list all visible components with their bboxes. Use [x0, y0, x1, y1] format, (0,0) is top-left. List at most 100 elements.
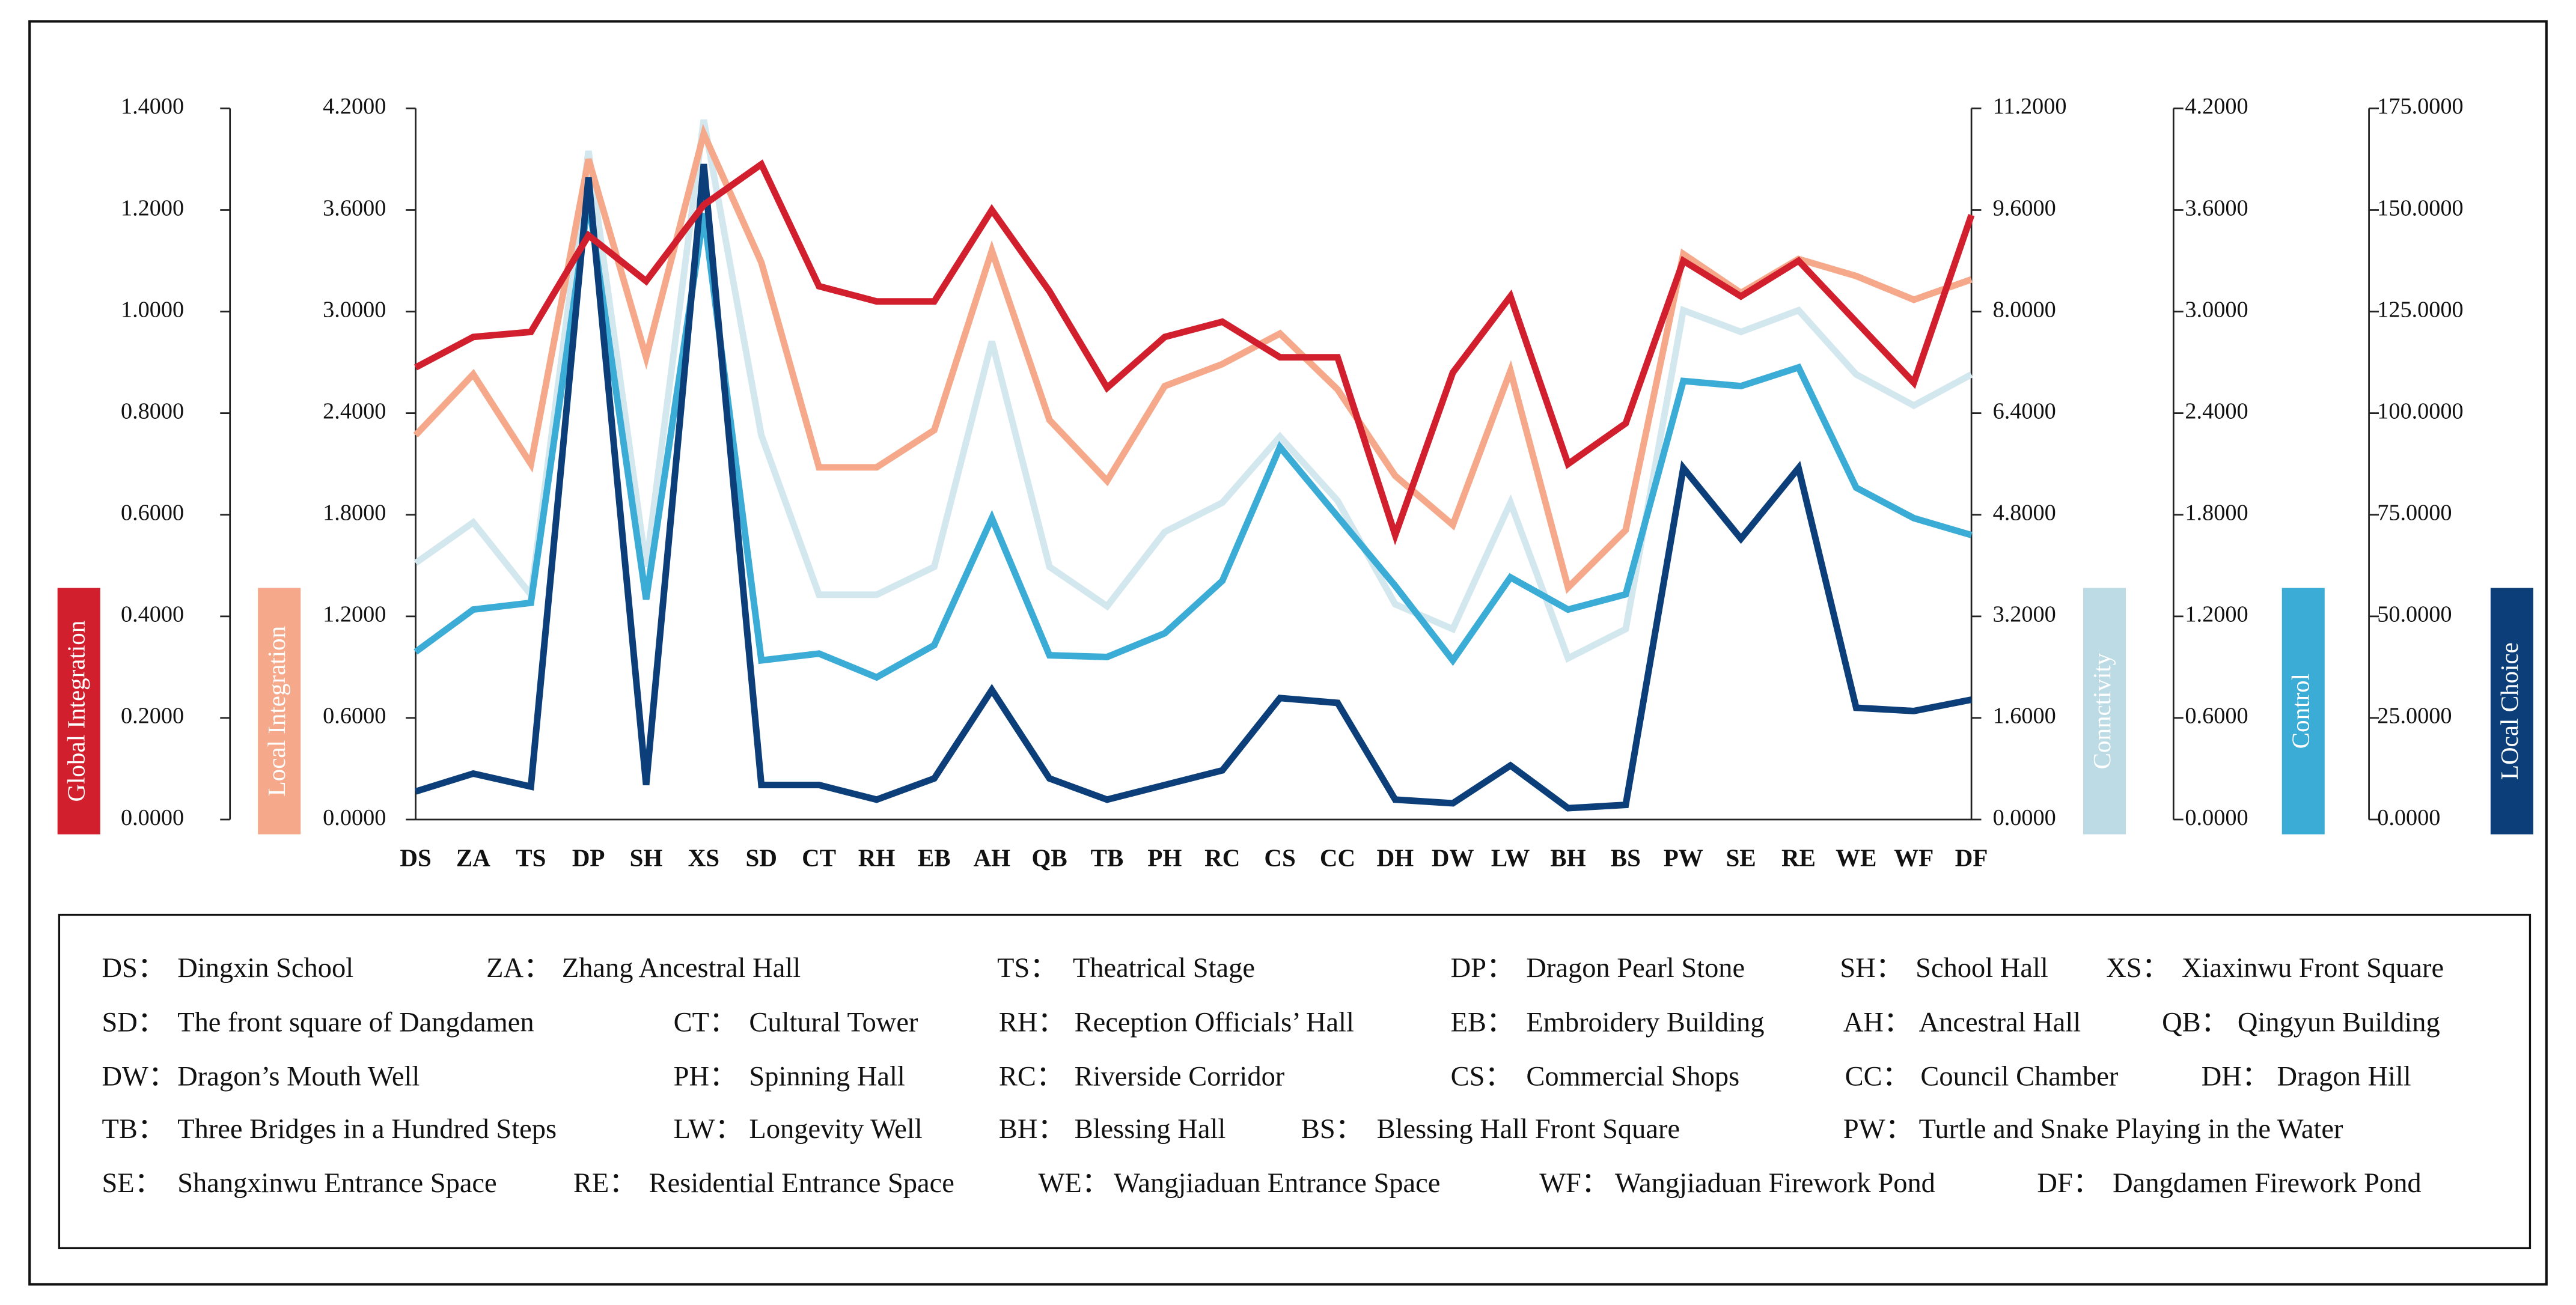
x-tick-label: RE: [1781, 844, 1816, 872]
note-text: Embroidery Building: [1526, 1007, 1764, 1038]
y-tick-label: 0.0000: [121, 805, 184, 830]
note-code: RC：: [999, 1062, 1064, 1092]
y-tick-label: 50.0000: [2377, 602, 2452, 627]
y-tick-label: 0.2000: [121, 704, 184, 729]
note-code: DW：: [102, 1062, 176, 1092]
note-text: Turtle and Snake Playing in the Water: [1919, 1114, 2343, 1145]
y-tick-label: 1.2000: [2185, 602, 2248, 627]
note-code: RE：: [573, 1168, 637, 1199]
note-text: Residential Entrance Space: [649, 1168, 954, 1199]
note-text: Dragon Hill: [2277, 1062, 2411, 1092]
y-tick-label: 6.4000: [1993, 398, 2056, 424]
note-text: Ancestral Hall: [1919, 1007, 2081, 1038]
x-tick-label: XS: [688, 844, 719, 872]
y-tick-label: 3.6000: [323, 195, 386, 221]
series-line: [414, 163, 1973, 812]
note-text: Theatrical Stage: [1073, 953, 1255, 984]
x-tick-label: BH: [1550, 844, 1586, 872]
y-tick-label: 25.0000: [2377, 704, 2452, 729]
series-line: [414, 119, 1973, 663]
y-tick-label: 0.8000: [121, 398, 184, 424]
note-code: EB：: [1451, 1007, 1515, 1038]
note-code: ZA：: [486, 953, 551, 984]
y-tick-label: 1.8000: [2185, 500, 2248, 526]
note-code: SD：: [102, 1007, 165, 1038]
note-text: Reception Officials’ Hall: [1075, 1007, 1354, 1038]
y-tick-label: 8.0000: [1993, 297, 2056, 322]
note-text: The front square of Dangdamen: [177, 1007, 534, 1038]
x-tick-label: PW: [1664, 844, 1703, 872]
series-line: [414, 159, 1975, 546]
note-text: Xiaxinwu Front Square: [2182, 953, 2444, 984]
y-tick-label: 125.0000: [2377, 297, 2463, 322]
note-text: Wangjiaduan Firework Pond: [1615, 1168, 1935, 1199]
note-code: BS：: [1301, 1114, 1363, 1145]
axis-badge: [2490, 588, 2533, 835]
note-text: Zhang Ancestral Hall: [562, 953, 801, 984]
y-tick-label: 9.6000: [1993, 195, 2056, 221]
series-line: [414, 199, 1973, 681]
x-tick-label: EB: [918, 844, 951, 872]
y-tick-label: 0.4000: [121, 602, 184, 627]
y-tick-label: 3.0000: [2185, 297, 2248, 322]
note-code: WE：: [1039, 1168, 1110, 1199]
notes-frame: [58, 913, 2532, 1250]
y-tick-label: 2.4000: [323, 398, 386, 424]
axis-badge: [2083, 588, 2126, 835]
x-tick-label: DH: [1377, 844, 1414, 872]
axis-badge: [57, 588, 100, 835]
note-text: Council Chamber: [1920, 1062, 2119, 1092]
x-tick-label: SH: [630, 844, 663, 872]
y-tick-label: 4.2000: [2185, 94, 2248, 119]
outer-frame: [28, 20, 2548, 1286]
axis-title: Local Integration: [263, 626, 290, 796]
note-code: TS：: [997, 953, 1058, 984]
note-code: LW：: [674, 1114, 743, 1145]
note-text: Dragon Pearl Stone: [1526, 953, 1745, 984]
note-code: CT：: [674, 1007, 737, 1038]
note-code: WF：: [1539, 1168, 1609, 1199]
note-code: DF：: [2037, 1168, 2101, 1199]
note-code: CS：: [1451, 1062, 1513, 1092]
y-tick-label: 1.2000: [121, 195, 184, 221]
y-tick-label: 1.4000: [121, 94, 184, 119]
x-tick-label: CC: [1320, 844, 1355, 872]
y-tick-label: 0.6000: [323, 704, 386, 729]
note-text: Longevity Well: [749, 1114, 922, 1145]
note-text: Riverside Corridor: [1075, 1062, 1285, 1092]
y-tick-label: 4.2000: [323, 94, 386, 119]
note-code: XS：: [2106, 953, 2170, 984]
axis-badge: [258, 588, 301, 835]
y-tick-label: 3.6000: [2185, 195, 2248, 221]
x-tick-label: RC: [1204, 844, 1240, 872]
y-tick-label: 4.8000: [1993, 500, 2056, 526]
x-tick-label: DW: [1432, 844, 1474, 872]
note-code: DS：: [102, 953, 165, 984]
y-tick-label: 3.0000: [323, 297, 386, 322]
note-text: Commercial Shops: [1526, 1062, 1739, 1092]
note-text: Wangjiaduan Entrance Space: [1114, 1168, 1440, 1199]
note-code: QB：: [2162, 1007, 2229, 1038]
y-tick-label: 0.6000: [121, 500, 184, 526]
y-tick-label: 2.4000: [2185, 398, 2248, 424]
x-tick-label: CT: [802, 844, 836, 872]
y-tick-label: 75.0000: [2377, 500, 2452, 526]
x-tick-label: WE: [1836, 844, 1876, 872]
y-tick-label: 1.0000: [121, 297, 184, 322]
note-text: Three Bridges in a Hundred Steps: [177, 1114, 557, 1145]
x-tick-label: SD: [746, 844, 777, 872]
x-tick-label: SE: [1726, 844, 1756, 872]
x-tick-label: DS: [400, 844, 431, 872]
y-tick-label: 1.2000: [323, 602, 386, 627]
x-tick-label: LW: [1491, 844, 1530, 872]
note-code: PW：: [1843, 1114, 1913, 1145]
axis-title: Control: [2287, 674, 2315, 749]
note-text: Spinning Hall: [749, 1062, 905, 1092]
y-tick-label: 100.0000: [2377, 398, 2463, 424]
x-tick-label: PH: [1147, 844, 1182, 872]
note-code: DP：: [1451, 953, 1515, 984]
note-text: Cultural Tower: [749, 1007, 918, 1038]
y-tick-label: 150.0000: [2377, 195, 2463, 221]
note-code: RH：: [999, 1007, 1066, 1038]
note-text: School Hall: [1915, 953, 2048, 984]
